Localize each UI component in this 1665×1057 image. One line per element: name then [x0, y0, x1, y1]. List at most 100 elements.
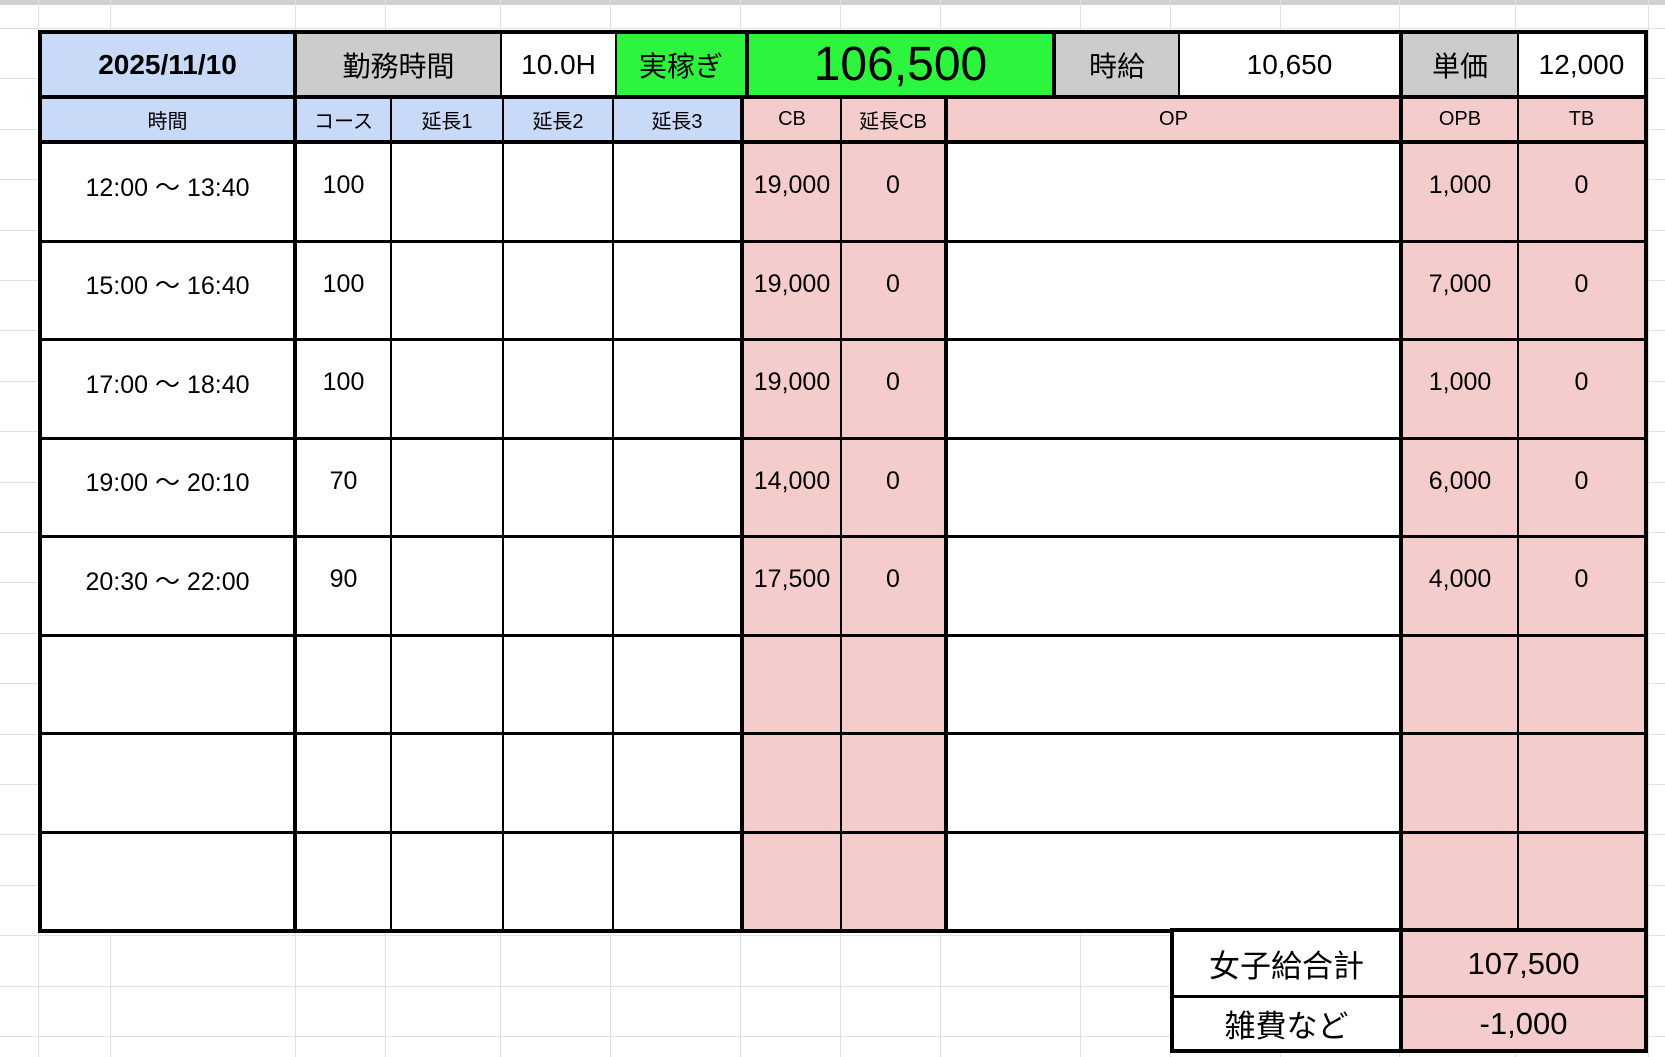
op-cell[interactable]: [948, 242, 1403, 338]
ext2-cell[interactable]: [504, 144, 614, 240]
opb-cell[interactable]: 1,000: [1403, 144, 1519, 240]
tb-cell[interactable]: 0: [1519, 439, 1644, 535]
time-cell[interactable]: 17:00 〜 18:40: [42, 341, 297, 437]
cb-cell[interactable]: 19,000: [744, 144, 842, 240]
cb-cell[interactable]: [744, 636, 842, 732]
ext2-cell[interactable]: [504, 833, 614, 929]
time-cell[interactable]: [42, 833, 297, 929]
course-cell[interactable]: 100: [297, 144, 392, 240]
net-earnings-value[interactable]: 106,500: [749, 34, 1056, 95]
ext1-cell[interactable]: [392, 833, 504, 929]
ext3-cell[interactable]: [614, 735, 744, 831]
course-cell[interactable]: 70: [297, 439, 392, 535]
time-cell[interactable]: 19:00 〜 20:10: [42, 439, 297, 535]
ext2-cell[interactable]: [504, 242, 614, 338]
ext3-cell[interactable]: [614, 439, 744, 535]
header-opb: OPB: [1403, 99, 1519, 140]
gridline: [0, 28, 1665, 29]
ext-cb-cell[interactable]: [842, 833, 948, 929]
header-ext3: 延長3: [614, 99, 744, 140]
op-cell[interactable]: [948, 833, 1403, 929]
ext-cb-cell[interactable]: [842, 735, 948, 831]
op-cell[interactable]: [948, 538, 1403, 634]
ext1-cell[interactable]: [392, 735, 504, 831]
time-cell[interactable]: [42, 735, 297, 831]
course-cell[interactable]: [297, 833, 392, 929]
header-tb: TB: [1519, 99, 1644, 140]
ext1-cell[interactable]: [392, 341, 504, 437]
table-row: 12:00 〜 13:40 100 19,000 0 1,000 0: [42, 144, 1644, 243]
op-cell[interactable]: [948, 636, 1403, 732]
ext3-cell[interactable]: [614, 144, 744, 240]
opb-cell[interactable]: 6,000: [1403, 439, 1519, 535]
hourly-wage-label: 時給: [1056, 34, 1180, 95]
op-cell[interactable]: [948, 439, 1403, 535]
ext-cb-cell[interactable]: [842, 636, 948, 732]
ext1-cell[interactable]: [392, 144, 504, 240]
misc-expense-value[interactable]: -1,000: [1403, 998, 1644, 1049]
ext2-cell[interactable]: [504, 735, 614, 831]
op-cell[interactable]: [948, 144, 1403, 240]
date-cell[interactable]: 2025/11/10: [42, 34, 297, 95]
tb-cell[interactable]: 0: [1519, 538, 1644, 634]
time-cell[interactable]: 15:00 〜 16:40: [42, 242, 297, 338]
ext1-cell[interactable]: [392, 439, 504, 535]
hourly-wage-value[interactable]: 10,650: [1180, 34, 1403, 95]
work-time-value[interactable]: 10.0H: [502, 34, 617, 95]
course-cell[interactable]: 100: [297, 341, 392, 437]
ext1-cell[interactable]: [392, 636, 504, 732]
time-cell[interactable]: 20:30 〜 22:00: [42, 538, 297, 634]
ext3-cell[interactable]: [614, 636, 744, 732]
time-cell[interactable]: [42, 636, 297, 732]
ext-cb-cell[interactable]: 0: [842, 144, 948, 240]
ext-cb-cell[interactable]: 0: [842, 538, 948, 634]
ext-cb-cell[interactable]: 0: [842, 242, 948, 338]
ext1-cell[interactable]: [392, 242, 504, 338]
opb-cell[interactable]: [1403, 636, 1519, 732]
ext2-cell[interactable]: [504, 341, 614, 437]
ext-cb-cell[interactable]: 0: [842, 341, 948, 437]
table-row: [42, 735, 1644, 834]
cb-cell[interactable]: 17,500: [744, 538, 842, 634]
op-cell[interactable]: [948, 341, 1403, 437]
opb-cell[interactable]: 4,000: [1403, 538, 1519, 634]
course-cell[interactable]: [297, 735, 392, 831]
time-cell[interactable]: 12:00 〜 13:40: [42, 144, 297, 240]
ext2-cell[interactable]: [504, 439, 614, 535]
ext-cb-cell[interactable]: 0: [842, 439, 948, 535]
ext1-cell[interactable]: [392, 538, 504, 634]
ext3-cell[interactable]: [614, 833, 744, 929]
header-ext2: 延長2: [504, 99, 614, 140]
gridline: [1648, 0, 1649, 1057]
op-cell[interactable]: [948, 735, 1403, 831]
tb-cell[interactable]: 0: [1519, 144, 1644, 240]
total-pay-value[interactable]: 107,500: [1403, 932, 1644, 995]
opb-cell[interactable]: [1403, 735, 1519, 831]
course-cell[interactable]: 90: [297, 538, 392, 634]
table-row: 20:30 〜 22:00 90 17,500 0 4,000 0: [42, 538, 1644, 637]
opb-cell[interactable]: 1,000: [1403, 341, 1519, 437]
cb-cell[interactable]: 19,000: [744, 341, 842, 437]
ext2-cell[interactable]: [504, 538, 614, 634]
cb-cell[interactable]: 14,000: [744, 439, 842, 535]
ext3-cell[interactable]: [614, 242, 744, 338]
unit-price-value[interactable]: 12,000: [1519, 34, 1644, 95]
header-ext-cb: 延長CB: [842, 99, 948, 140]
ext3-cell[interactable]: [614, 538, 744, 634]
tb-cell[interactable]: [1519, 833, 1644, 929]
cb-cell[interactable]: 19,000: [744, 242, 842, 338]
ext2-cell[interactable]: [504, 636, 614, 732]
tb-cell[interactable]: 0: [1519, 242, 1644, 338]
tb-cell[interactable]: [1519, 636, 1644, 732]
opb-cell[interactable]: 7,000: [1403, 242, 1519, 338]
ext3-cell[interactable]: [614, 341, 744, 437]
course-cell[interactable]: [297, 636, 392, 732]
opb-cell[interactable]: [1403, 833, 1519, 929]
header-op: OP: [948, 99, 1403, 140]
course-cell[interactable]: 100: [297, 242, 392, 338]
cb-cell[interactable]: [744, 735, 842, 831]
tb-cell[interactable]: 0: [1519, 341, 1644, 437]
tb-cell[interactable]: [1519, 735, 1644, 831]
cb-cell[interactable]: [744, 833, 842, 929]
